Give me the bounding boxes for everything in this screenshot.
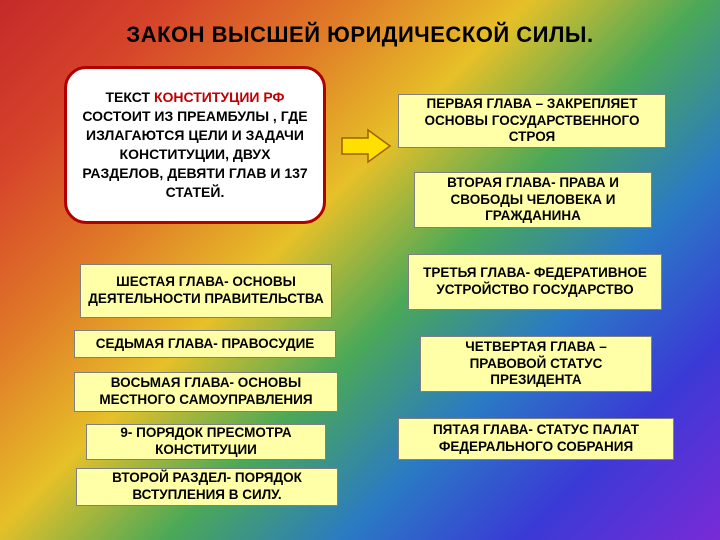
chapter-box-right-0: ПЕРВАЯ ГЛАВА – ЗАКРЕПЛЯЕТ ОСНОВЫ ГОСУДАР… [398, 94, 666, 148]
slide-title: ЗАКОН ВЫСШЕЙ ЮРИДИЧЕСКОЙ СИЛЫ. [0, 22, 720, 48]
arrow-icon [340, 128, 392, 164]
chapter-box-right-2: ТРЕТЬЯ ГЛАВА- ФЕДЕРАТИВНОЕ УСТРОЙСТВО ГО… [408, 254, 662, 310]
chapter-box-left-1: СЕДЬМАЯ ГЛАВА- ПРАВОСУДИЕ [74, 330, 336, 358]
main-intro-box: ТЕКСТ КОНСТИТУЦИИ РФ СОСТОИТ ИЗ ПРЕАМБУЛ… [64, 66, 326, 224]
chapter-box-left-2: ВОСЬМАЯ ГЛАВА- ОСНОВЫ МЕСТНОГО САМОУПРАВ… [74, 372, 338, 412]
arrow-shape [342, 130, 390, 162]
main-prefix: ТЕКСТ [106, 89, 154, 105]
main-highlight: КОНСТИТУЦИИ РФ [154, 89, 285, 105]
chapter-box-right-4: ПЯТАЯ ГЛАВА- СТАТУС ПАЛАТ ФЕДЕРАЛЬНОГО С… [398, 418, 674, 460]
main-rest: СОСТОИТ ИЗ ПРЕАМБУЛЫ , ГДЕ ИЗЛАГАЮТСЯ ЦЕ… [82, 108, 307, 200]
chapter-box-left-3: 9- ПОРЯДОК ПРЕСМОТРА КОНСТИТУЦИИ [86, 424, 326, 460]
chapter-box-right-1: ВТОРАЯ ГЛАВА- ПРАВА И СВОБОДЫ ЧЕЛОВЕКА И… [414, 172, 652, 228]
chapter-box-left-4: ВТОРОЙ РАЗДЕЛ- ПОРЯДОК ВСТУПЛЕНИЯ В СИЛУ… [76, 468, 338, 506]
chapter-box-left-0: ШЕСТАЯ ГЛАВА- ОСНОВЫ ДЕЯТЕЛЬНОСТИ ПРАВИТ… [80, 264, 332, 318]
chapter-box-right-3: ЧЕТВЕРТАЯ ГЛАВА – ПРАВОВОЙ СТАТУС ПРЕЗИД… [420, 336, 652, 392]
